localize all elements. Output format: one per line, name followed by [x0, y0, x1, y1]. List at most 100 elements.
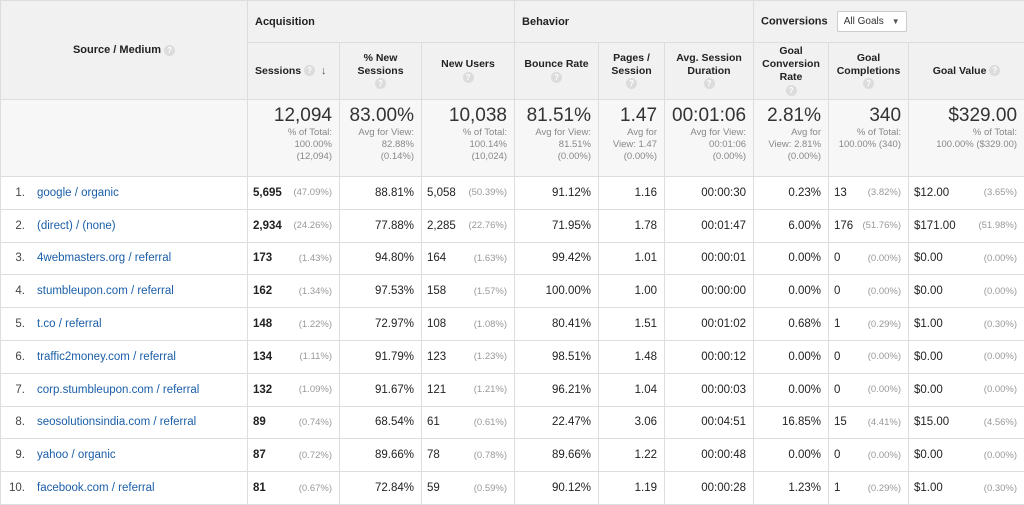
total-value: $329.00 [913, 105, 1017, 127]
conversion-rate-cell: 0.68% [754, 308, 829, 341]
goal-value-pct: (0.30%) [984, 319, 1017, 330]
pages-session-cell: 1.00 [599, 275, 665, 308]
sessions-pct: (1.34%) [299, 286, 332, 297]
duration-cell: 00:00:48 [665, 439, 754, 472]
source-link[interactable]: facebook.com / referral [37, 482, 155, 494]
new-users-pct: (0.61%) [474, 417, 507, 428]
col-new-users[interactable]: New Users ? [422, 43, 515, 100]
table-row[interactable]: 2.(direct) / (none)2,934(24.26%)77.88%2,… [1, 209, 1024, 242]
source-link[interactable]: t.co / referral [37, 318, 102, 330]
help-icon[interactable]: ? [626, 78, 637, 89]
new-sessions-cell: 77.88% [340, 209, 422, 242]
help-icon[interactable]: ? [786, 85, 797, 96]
row-number: 1. [1, 187, 25, 199]
row-number: 6. [1, 351, 25, 363]
help-icon[interactable]: ? [551, 72, 562, 83]
conversion-rate-cell: 0.00% [754, 439, 829, 472]
col-goal-conversion-rate[interactable]: Goal Conversion Rate ? [754, 43, 829, 100]
goal-value-cell: $0.00(0.00%) [909, 242, 1024, 275]
help-icon[interactable]: ? [463, 72, 474, 83]
col-pages-session[interactable]: Pages / Session ? [599, 43, 665, 100]
completions-value: 15 [834, 416, 847, 428]
completions-value: 0 [834, 384, 840, 396]
help-icon[interactable]: ? [164, 45, 175, 56]
total-note: Avg for View: [519, 127, 591, 139]
total-note: Avg for View: [669, 127, 746, 139]
col-goal-completions-label: Goal Completions [829, 52, 908, 78]
col-avg-session-duration-label: Avg. Session Duration [665, 52, 753, 78]
goal-value-cell: $0.00(0.00%) [909, 275, 1024, 308]
new-users-cell: 5,058(50.39%) [422, 177, 515, 210]
goal-value-pct: (3.65%) [984, 187, 1017, 198]
sessions-cell: 132(1.09%) [248, 373, 340, 406]
help-icon[interactable]: ? [304, 65, 315, 76]
source-link[interactable]: traffic2money.com / referral [37, 351, 176, 363]
new-users-cell: 123(1.23%) [422, 340, 515, 373]
col-sessions[interactable]: Sessions ? ↓ [248, 43, 340, 100]
help-icon[interactable]: ? [863, 78, 874, 89]
goals-dropdown[interactable]: All Goals▼ [837, 11, 907, 32]
total-value: 1.47 [603, 105, 657, 127]
col-avg-session-duration[interactable]: Avg. Session Duration ? [665, 43, 754, 100]
col-goal-value[interactable]: Goal Value ? [909, 43, 1024, 100]
help-icon[interactable]: ? [704, 78, 715, 89]
col-goal-value-label: Goal Value [933, 65, 987, 77]
sort-descending-icon[interactable]: ↓ [321, 65, 327, 77]
goal-value-cell: $12.00(3.65%) [909, 177, 1024, 210]
col-bounce-rate-label: Bounce Rate [515, 58, 598, 71]
col-pct-new-sessions[interactable]: % New Sessions ? [340, 43, 422, 100]
source-link[interactable]: 4webmasters.org / referral [37, 252, 171, 264]
source-link[interactable]: (direct) / (none) [37, 220, 116, 232]
completions-cell: 15 (4.41%) [829, 406, 909, 439]
duration-cell: 00:00:12 [665, 340, 754, 373]
sessions-cell: 87(0.72%) [248, 439, 340, 472]
goal-value-pct: (0.30%) [984, 483, 1017, 494]
conversions-group-header: Conversions All Goals▼ [754, 1, 1024, 43]
conversions-label: Conversions [761, 15, 828, 27]
conversion-rate-cell: 16.85% [754, 406, 829, 439]
col-bounce-rate[interactable]: Bounce Rate ? [515, 43, 599, 100]
total-sessions: 12,094% of Total:100.00%(12,094) [248, 100, 340, 177]
row-number: 7. [1, 384, 25, 396]
total-note: 100.00% (340) [833, 139, 901, 151]
new-users-value: 121 [427, 384, 446, 396]
completions-pct: (0.00%) [868, 384, 901, 395]
source-cell: 9.yahoo / organic [1, 439, 248, 472]
goal-value-pct: (0.00%) [984, 384, 1017, 395]
help-icon[interactable]: ? [375, 78, 386, 89]
source-link[interactable]: google / organic [37, 187, 119, 199]
duration-cell: 00:00:01 [665, 242, 754, 275]
col-goal-completions[interactable]: Goal Completions ? [829, 43, 909, 100]
source-medium-header[interactable]: Source / Medium ? [1, 1, 248, 100]
new-sessions-cell: 94.80% [340, 242, 422, 275]
source-link[interactable]: stumbleupon.com / referral [37, 285, 174, 297]
total-note: (12,094) [252, 151, 332, 163]
acquisition-group-header: Acquisition [248, 1, 515, 43]
row-number: 3. [1, 252, 25, 264]
source-link[interactable]: seosolutionsindia.com / referral [37, 416, 196, 428]
sessions-value: 173 [253, 252, 272, 264]
source-link[interactable]: corp.stumbleupon.com / referral [37, 384, 199, 396]
table-row[interactable]: 7. corp.stumbleupon.com / referral 132(1.0… [1, 373, 1024, 406]
total-value: 2.81% [758, 105, 821, 127]
new-users-cell: 59(0.59%) [422, 472, 515, 505]
duration-cell: 00:00:00 [665, 275, 754, 308]
total-value: 12,094 [252, 105, 332, 127]
new-sessions-cell: 97.53% [340, 275, 422, 308]
help-icon[interactable]: ? [989, 65, 1000, 76]
completions-pct: (4.41%) [868, 417, 901, 428]
new-users-cell: 2,285(22.76%) [422, 209, 515, 242]
total-note: % of Total: [833, 127, 901, 139]
source-link[interactable]: yahoo / organic [37, 449, 116, 461]
pages-session-cell: 1.78 [599, 209, 665, 242]
